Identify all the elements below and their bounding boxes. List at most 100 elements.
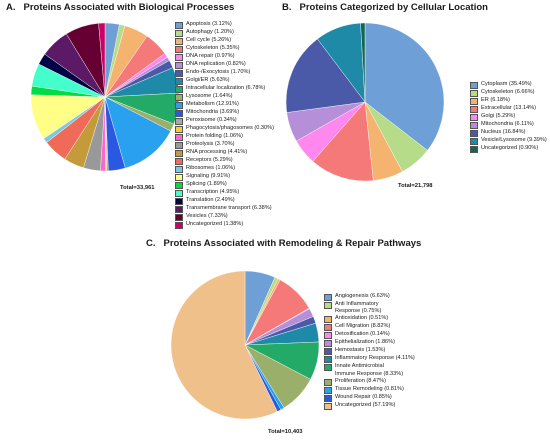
legend-swatch	[470, 146, 478, 153]
legend-item: Apoptosis (3.12%)	[175, 21, 274, 29]
legend-swatch	[175, 62, 183, 69]
legend-label: Uncategorized (0.90%)	[481, 145, 539, 151]
legend-swatch	[470, 90, 478, 97]
panel-b-letter: B.	[282, 2, 292, 13]
legend-item: Angiogenesis (6.63%)	[324, 293, 415, 301]
legend-label: Receptors (5.29%)	[186, 157, 233, 163]
legend-c: Angiogenesis (6.63%) Anti Inflammatory Re…	[324, 293, 415, 410]
legend-label: Ribosomes (1.06%)	[186, 165, 236, 171]
legend-label: Autophagy (1.20%)	[186, 29, 234, 35]
legend-label: Transmembrane transport (6.38%)	[186, 205, 272, 211]
panel-c-title: C. Proteins Associated with Remodeling & …	[146, 238, 421, 249]
legend-item: Proteolysis (3.70%)	[175, 141, 274, 149]
legend-swatch	[470, 98, 478, 105]
legend-item: Inflammatory Response (4.11%)	[324, 355, 415, 364]
legend-item: Vesicle/Lysosome (9.39%)	[470, 137, 547, 145]
pie-slice	[98, 22, 106, 98]
legend-label: Signaling (9.91%)	[186, 173, 231, 179]
legend-swatch	[175, 38, 183, 45]
legend-swatch	[175, 134, 183, 141]
legend-item: Protein folding (1.06%)	[175, 133, 274, 141]
panel-c-title-text: Proteins Associated with Remodeling & Re…	[163, 238, 422, 249]
legend-swatch	[175, 206, 183, 213]
legend-swatch	[324, 378, 332, 386]
legend-label: Epithelialization (1.86%)	[335, 339, 396, 346]
legend-label: Nucleus (16.84%)	[481, 129, 526, 135]
legend-item: Cell Migration (8.82%)	[324, 323, 415, 332]
legend-label: Detoxification (0.14%)	[335, 331, 390, 338]
legend-swatch	[175, 166, 183, 173]
panel-a-title-text: Proteins Associated with Biological Proc…	[23, 2, 235, 13]
legend-swatch	[175, 126, 183, 133]
pie-slice	[312, 101, 374, 182]
legend-label: Golgi (5.29%)	[481, 113, 516, 119]
legend-label: Uncategorized (57.19%)	[335, 401, 396, 408]
legend-item: DNA repair (0.97%)	[175, 53, 274, 61]
legend-label: Wound Repair (0.85%)	[335, 393, 392, 400]
legend-item: Epithelialization (1.86%)	[324, 339, 415, 348]
legend-label: Intracellular localization (6.78%)	[186, 85, 266, 91]
pie-slice	[360, 22, 366, 103]
panel-c-letter: C.	[146, 238, 156, 249]
legend-item: Anti Inflammatory Response (0.75%)	[324, 301, 415, 315]
legend-swatch	[470, 138, 478, 145]
legend-swatch	[175, 158, 183, 165]
legend-label: Proteolysis (3.70%)	[186, 141, 235, 147]
legend-label: Apoptosis (3.12%)	[186, 21, 232, 27]
legend-swatch	[324, 316, 332, 324]
legend-swatch	[175, 110, 183, 117]
legend-label: Endo-/Exocytosis (1.70%)	[186, 69, 251, 75]
pie-chart-a	[30, 22, 180, 172]
legend-swatch	[175, 190, 183, 197]
legend-label: Inflammatory Response (4.11%)	[335, 355, 415, 362]
legend-label: DNA repair (0.97%)	[186, 53, 235, 59]
legend-swatch	[175, 22, 183, 29]
legend-label: Tissue Remodeling (0.81%)	[335, 385, 404, 392]
legend-label: Angiogenesis (6.63%)	[335, 293, 390, 299]
legend-item: Uncategorized (57.19%)	[324, 402, 415, 410]
legend-item: Translation (2.49%)	[175, 197, 274, 205]
legend-item: Splicing (1.89%)	[175, 181, 274, 189]
pie-slice	[364, 22, 445, 151]
panel-b-title: B. Proteins Categorized by Cellular Locat…	[282, 2, 488, 13]
legend-label: DNA replication (0.82%)	[186, 61, 246, 67]
legend-item: Antioxidation (0.51%)	[324, 315, 415, 324]
legend-label: Cytoskeleton (5.35%)	[186, 45, 240, 51]
legend-label: Cell cycle (5.26%)	[186, 37, 232, 43]
panel-b-title-text: Proteins Categorized by Cellular Locatio…	[299, 2, 488, 13]
legend-swatch	[175, 214, 183, 221]
legend-label: Protein folding (1.06%)	[186, 133, 243, 139]
legend-item: Detoxification (0.14%)	[324, 331, 415, 340]
legend-item: Phagocytosis/phagosomes (0.30%)	[175, 125, 274, 133]
legend-item: Receptors (5.29%)	[175, 157, 274, 165]
legend-item: Intracellular localization (6.78%)	[175, 85, 274, 93]
legend-label: Extracellular (13.14%)	[481, 105, 537, 111]
legend-item: Uncategorized (1.38%)	[175, 221, 274, 229]
legend-swatch	[470, 114, 478, 121]
legend-item: RNA processing (4.41%)	[175, 149, 274, 157]
legend-item: Endo-/Exocytosis (1.70%)	[175, 69, 274, 77]
legend-label: Antioxidation (0.51%)	[335, 315, 389, 322]
legend-swatch	[324, 340, 332, 348]
legend-label: Anti Inflammatory Response (0.75%)	[335, 301, 382, 315]
legend-swatch	[470, 82, 478, 89]
legend-item: Mitochondria (6.11%)	[470, 121, 547, 129]
legend-swatch	[175, 174, 183, 181]
panel-a-title: A. Proteins Associated with Biological Pr…	[6, 2, 234, 13]
legend-label: Peroxisome (0.34%)	[186, 117, 237, 123]
legend-item: Ribosomes (1.06%)	[175, 165, 274, 173]
legend-item: Signaling (9.91%)	[175, 173, 274, 181]
legend-label: Cytoplasm (35.49%)	[481, 81, 532, 87]
legend-swatch	[175, 118, 183, 125]
legend-label: Lysosome (1.64%)	[186, 93, 233, 99]
legend-swatch	[175, 222, 183, 229]
legend-item: Proliferation (8.47%)	[324, 378, 415, 386]
legend-label: Cell Migration (8.82%)	[335, 323, 391, 330]
legend-label: Splicing (1.89%)	[186, 181, 227, 187]
legend-label: Vesicles (7.33%)	[186, 213, 228, 219]
total-label-b: Total=21,798	[398, 183, 433, 189]
legend-label: Transcription (4.95%)	[186, 189, 240, 195]
legend-swatch	[324, 356, 332, 364]
legend-item: Golgi (5.29%)	[470, 113, 547, 121]
legend-item: Transmembrane transport (6.38%)	[175, 205, 274, 213]
